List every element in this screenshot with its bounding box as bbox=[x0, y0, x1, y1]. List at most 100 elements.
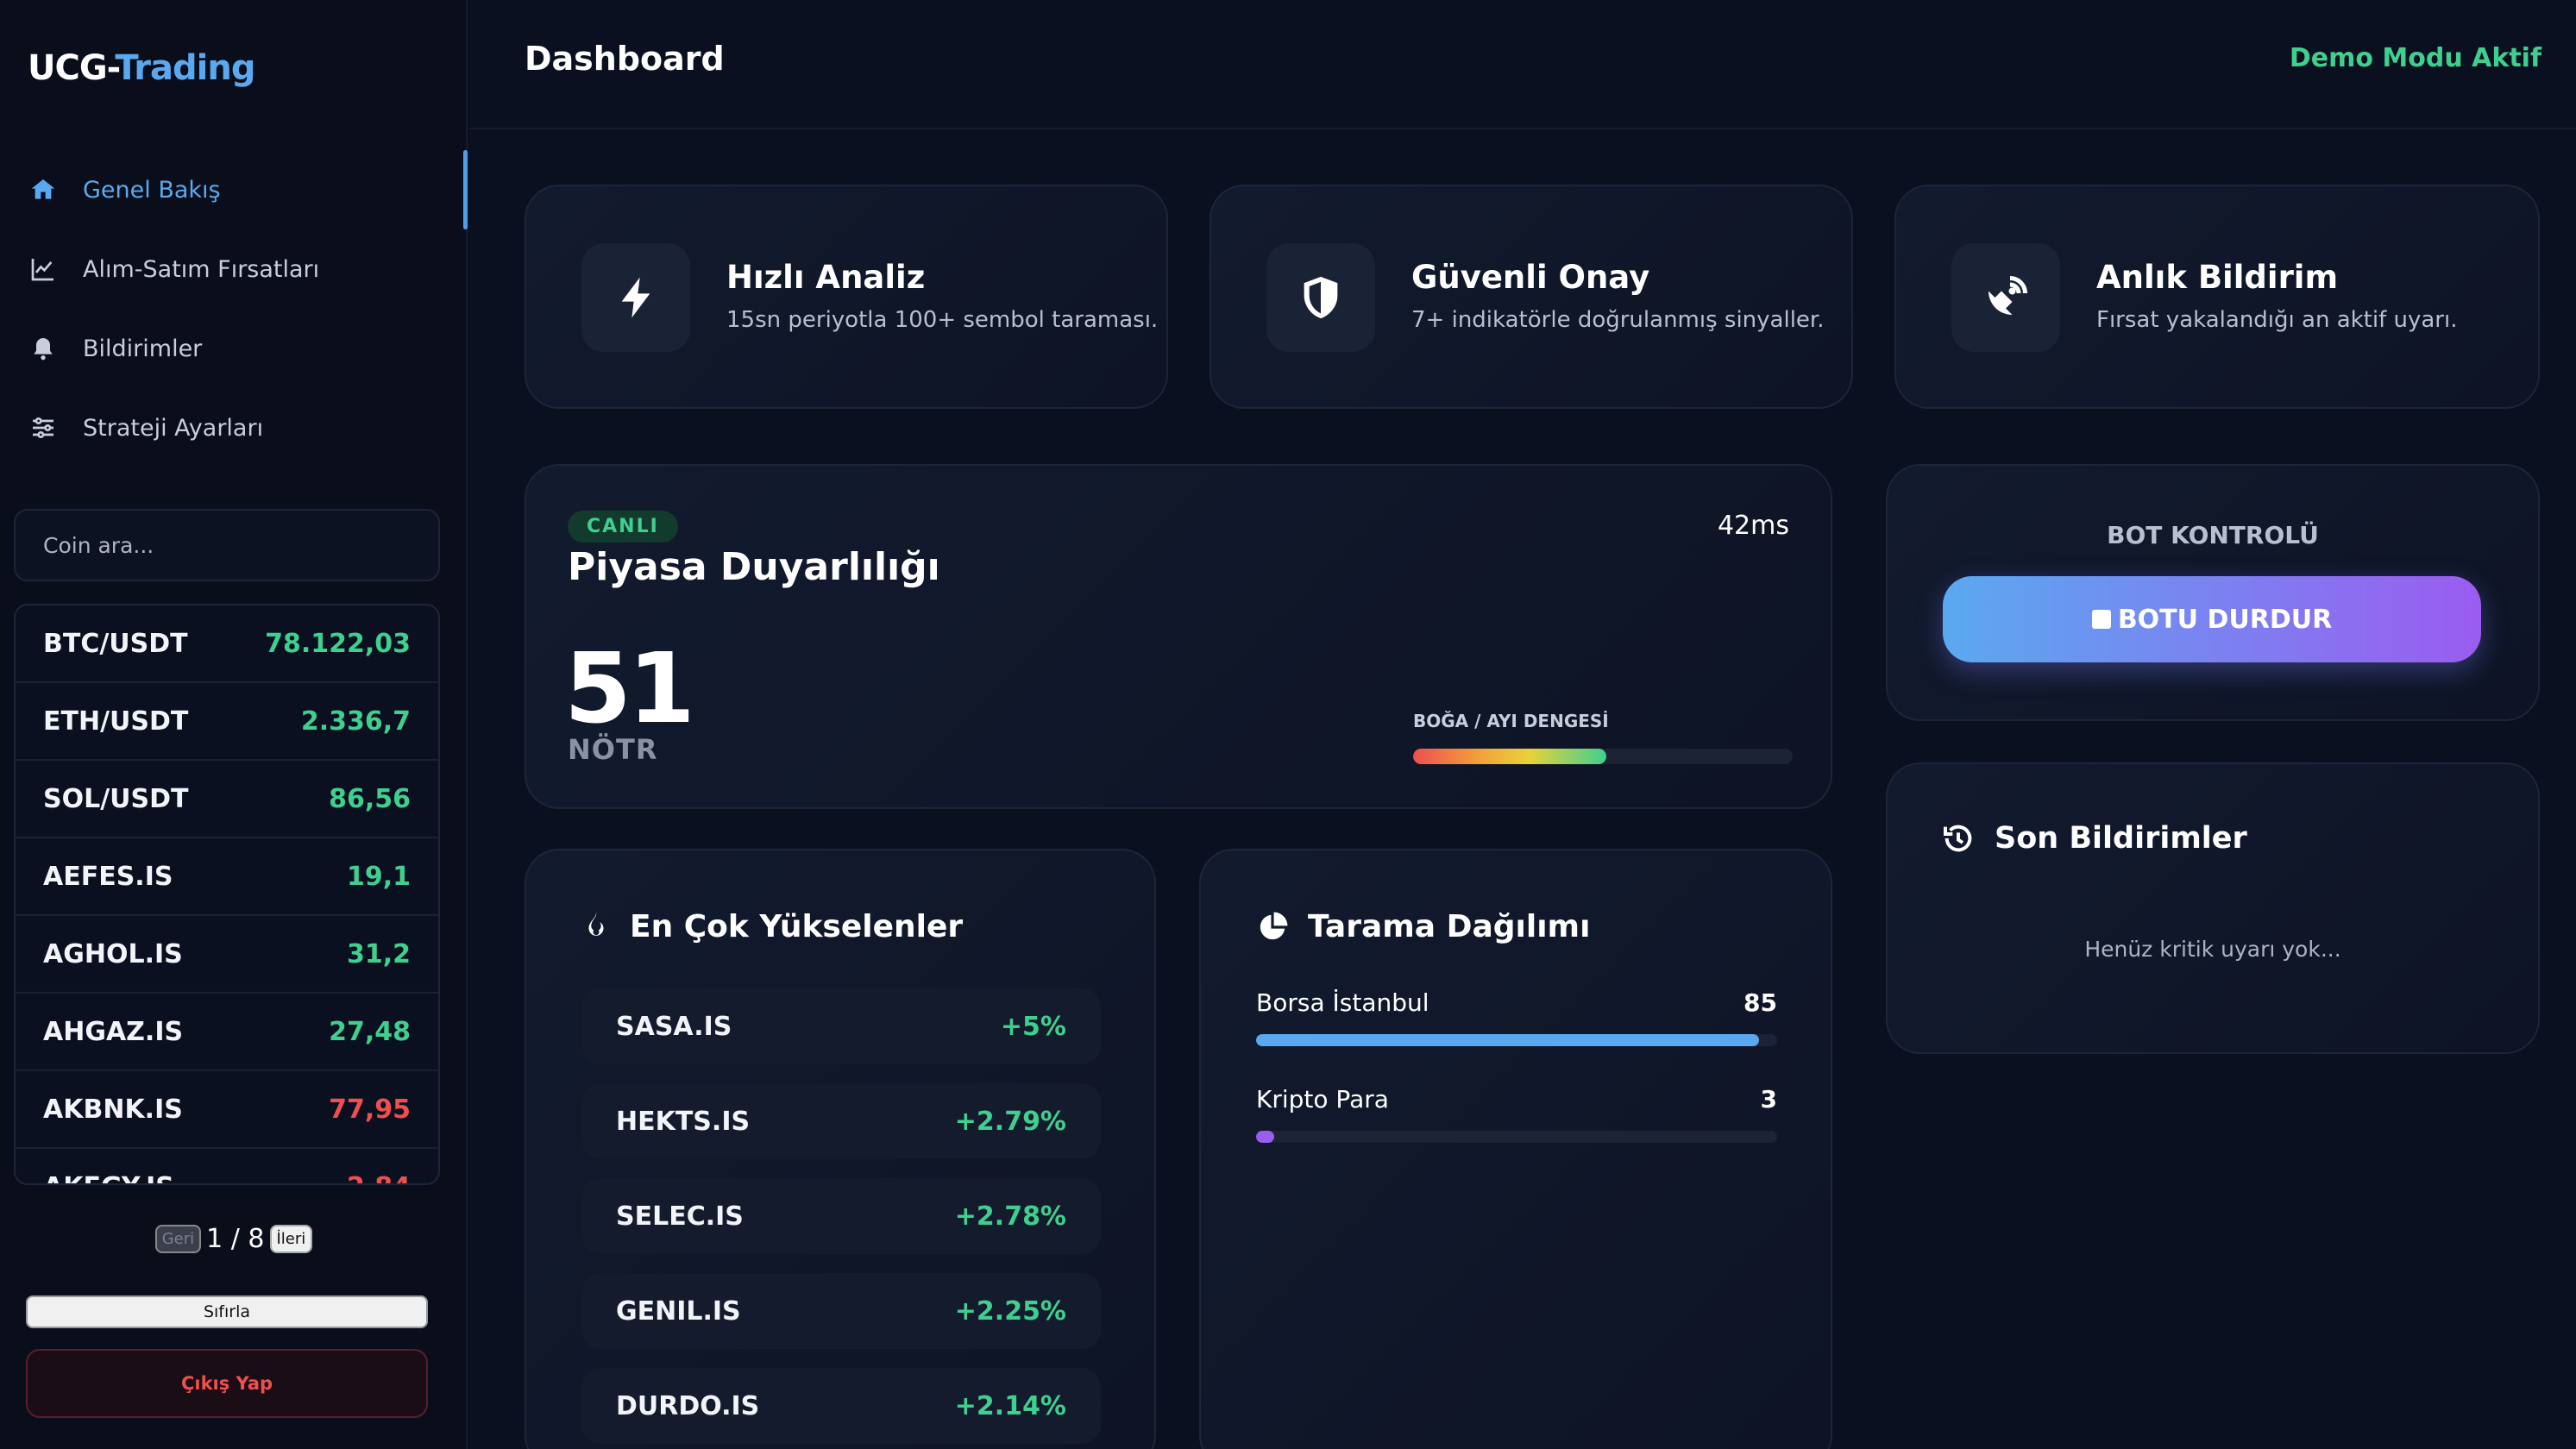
coin-row-aghol[interactable]: AGHOL.IS 31,2 bbox=[16, 916, 438, 994]
distribution-label: Kripto Para bbox=[1256, 1085, 1389, 1113]
bull-bear-balance-fill bbox=[1413, 749, 1607, 764]
coin-row-akbnk[interactable]: AKBNK.IS 77,95 bbox=[16, 1071, 438, 1149]
coin-row-btc[interactable]: BTC/USDT 78.122,03 bbox=[16, 605, 438, 683]
mover-change: +5% bbox=[1000, 1011, 1066, 1042]
coin-price: 27,48 bbox=[329, 1016, 411, 1047]
mover-symbol: DURDO.IS bbox=[616, 1390, 760, 1421]
distribution-row-bist: Borsa İstanbul 85 bbox=[1256, 988, 1777, 1046]
mover-row[interactable]: SELEC.IS +2.78% bbox=[581, 1178, 1101, 1254]
stop-bot-label: BOTU DURDUR bbox=[2117, 604, 2333, 635]
reset-button[interactable]: Sıfırla bbox=[26, 1295, 428, 1328]
coin-price: 78.122,03 bbox=[265, 628, 411, 659]
coin-symbol: AKFGY.IS bbox=[43, 1172, 174, 1184]
notifications-header: Son Bildirimler bbox=[1941, 821, 2247, 856]
coin-symbol: AEFES.IS bbox=[43, 861, 173, 892]
page-title: Dashboard bbox=[525, 40, 725, 78]
coin-symbol: AKBNK.IS bbox=[43, 1094, 183, 1125]
bolt-icon bbox=[621, 277, 650, 318]
nav-item-label: Genel Bakış bbox=[83, 176, 221, 204]
coin-row-sol[interactable]: SOL/USDT 86,56 bbox=[16, 761, 438, 838]
coin-price: 19,1 bbox=[346, 861, 411, 892]
notifications-empty-state: Henüz kritik uyarı yok... bbox=[2084, 937, 2341, 962]
mover-symbol: HEKTS.IS bbox=[616, 1106, 751, 1137]
sidebar-nav: Genel Bakış Alım-Satım Fırsatları Bildir… bbox=[0, 150, 468, 467]
nav-item-label: Bildirimler bbox=[83, 335, 203, 362]
feature-icon-box bbox=[1266, 243, 1375, 352]
distribution-bar-fill bbox=[1256, 1131, 1274, 1143]
distribution-label: Borsa İstanbul bbox=[1256, 988, 1429, 1017]
nav-item-strategy-settings[interactable]: Strateji Ayarları bbox=[0, 388, 468, 467]
nav-item-notifications[interactable]: Bildirimler bbox=[0, 309, 468, 388]
mover-symbol: GENIL.IS bbox=[616, 1295, 741, 1327]
feature-description: 7+ indikatörle doğrulanmış sinyaller. bbox=[1411, 307, 1825, 333]
live-badge: CANLI bbox=[568, 511, 678, 543]
stop-icon bbox=[2091, 610, 2111, 629]
feature-title: Güvenli Onay bbox=[1411, 259, 1650, 296]
mover-row[interactable]: GENIL.IS +2.25% bbox=[581, 1273, 1101, 1349]
nav-item-label: Strateji Ayarları bbox=[83, 414, 264, 442]
mover-row[interactable]: DURDO.IS +2.14% bbox=[581, 1368, 1101, 1444]
feature-card-secure-confirmation: Güvenli Onay 7+ indikatörle doğrulanmış … bbox=[1209, 185, 1853, 409]
feature-description: 15sn periyotla 100+ sembol taraması. bbox=[726, 307, 1159, 333]
mover-change: +2.14% bbox=[954, 1390, 1066, 1421]
app-logo[interactable]: UCG-Trading bbox=[28, 48, 255, 88]
coin-price: 86,56 bbox=[329, 783, 411, 814]
bull-bear-balance-bar bbox=[1413, 749, 1793, 764]
nav-item-label: Alım-Satım Fırsatları bbox=[83, 255, 320, 283]
coin-row-eth[interactable]: ETH/USDT 2.336,7 bbox=[16, 683, 438, 761]
mover-symbol: SELEC.IS bbox=[616, 1201, 744, 1232]
home-icon bbox=[31, 179, 55, 199]
latency-readout: 42ms bbox=[1717, 511, 1789, 541]
sentiment-label: NÖTR bbox=[568, 733, 658, 766]
top-movers-card: En Çok Yükselenler SASA.IS +5% HEKTS.IS +2… bbox=[525, 849, 1156, 1449]
logo-text-part1: UCG- bbox=[28, 48, 116, 88]
coin-search-input[interactable]: Coin ara... bbox=[14, 509, 440, 581]
coin-symbol: AHGAZ.IS bbox=[43, 1016, 184, 1047]
coin-row-ahgaz[interactable]: AHGAZ.IS 27,48 bbox=[16, 994, 438, 1071]
bull-bear-balance-label: BOĞA / AYI DENGESİ bbox=[1413, 711, 1609, 731]
mover-change: +2.79% bbox=[954, 1106, 1066, 1137]
bot-control-title: BOT KONTROLÜ bbox=[2107, 521, 2319, 549]
history-icon bbox=[1944, 825, 1972, 852]
logo-text-part2: Trading bbox=[115, 48, 255, 88]
pager-next-button[interactable]: İleri bbox=[269, 1224, 313, 1253]
demo-mode-status: Demo Modu Aktif bbox=[2289, 43, 2541, 73]
coin-symbol: SOL/USDT bbox=[43, 783, 189, 814]
nav-item-opportunities[interactable]: Alım-Satım Fırsatları bbox=[0, 229, 468, 309]
logout-button[interactable]: Çıkış Yap bbox=[26, 1349, 428, 1418]
coin-row-akfgy[interactable]: AKFGY.IS 2,84 bbox=[16, 1149, 438, 1184]
stop-bot-button[interactable]: BOTU DURDUR bbox=[1943, 576, 2481, 662]
nav-item-overview[interactable]: Genel Bakış bbox=[0, 150, 468, 229]
feature-card-instant-notification: Anlık Bildirim Fırsat yakalandığı an akt… bbox=[1894, 185, 2540, 409]
pager-page-indicator: 1 / 8 bbox=[206, 1223, 265, 1254]
coin-price: 31,2 bbox=[346, 938, 411, 969]
mover-row[interactable]: SASA.IS +5% bbox=[581, 988, 1101, 1064]
scan-distribution-header: Tarama Dağılımı bbox=[1256, 909, 1590, 944]
sentiment-value: 51 bbox=[564, 633, 695, 745]
distribution-count: 3 bbox=[1760, 1085, 1777, 1113]
pager-prev-button[interactable]: Geri bbox=[154, 1224, 202, 1253]
scan-distribution-card: Tarama Dağılımı Borsa İstanbul 85 Kripto … bbox=[1199, 849, 1832, 1449]
satellite-dish-icon bbox=[1989, 276, 2027, 315]
coin-symbol: BTC/USDT bbox=[43, 628, 188, 659]
feature-icon-box bbox=[581, 243, 690, 352]
mover-row[interactable]: HEKTS.IS +2.79% bbox=[581, 1083, 1101, 1159]
sidebar: UCG-Trading Genel Bakış Alım-Satım Fırsa… bbox=[0, 0, 468, 1449]
bot-control-card: BOT KONTROLÜ BOTU DURDUR bbox=[1886, 464, 2540, 721]
mover-change: +2.78% bbox=[954, 1201, 1066, 1232]
coin-price: 77,95 bbox=[329, 1094, 411, 1125]
distribution-count: 85 bbox=[1744, 988, 1777, 1017]
feature-description: Fırsat yakalandığı an aktif uyarı. bbox=[2096, 307, 2458, 333]
scan-distribution-title: Tarama Dağılımı bbox=[1308, 909, 1591, 944]
fire-icon bbox=[588, 912, 604, 936]
coin-list[interactable]: BTC/USDT 78.122,03 ETH/USDT 2.336,7 SOL/US… bbox=[14, 604, 440, 1185]
top-header: Dashboard Demo Modu Aktif bbox=[469, 0, 2576, 129]
coin-symbol: AGHOL.IS bbox=[43, 938, 183, 969]
distribution-bar bbox=[1256, 1131, 1777, 1143]
feature-title: Hızlı Analiz bbox=[726, 259, 926, 296]
bell-icon bbox=[34, 338, 53, 361]
coin-row-aefes[interactable]: AEFES.IS 19,1 bbox=[16, 838, 438, 916]
distribution-bar-fill bbox=[1256, 1034, 1760, 1046]
shield-icon bbox=[1304, 276, 1338, 319]
feature-title: Anlık Bildirim bbox=[2096, 259, 2339, 296]
